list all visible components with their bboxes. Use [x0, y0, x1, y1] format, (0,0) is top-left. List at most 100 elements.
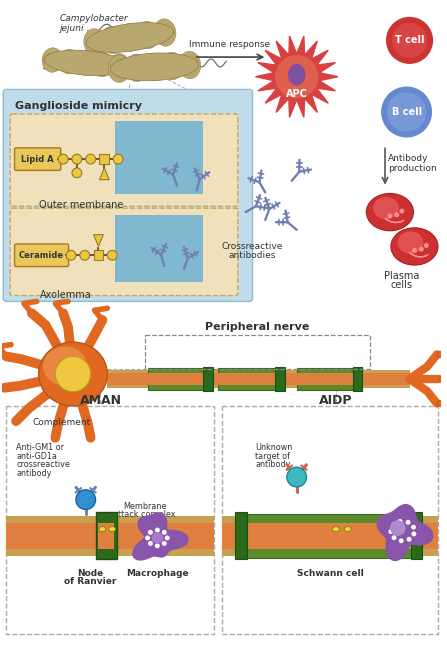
- Bar: [6, 516, 214, 555]
- Circle shape: [148, 541, 153, 546]
- Ellipse shape: [437, 400, 447, 407]
- Ellipse shape: [92, 52, 113, 77]
- Ellipse shape: [42, 48, 63, 72]
- Text: T cell: T cell: [395, 35, 424, 45]
- Bar: [96, 512, 117, 559]
- FancyBboxPatch shape: [15, 148, 61, 170]
- Circle shape: [424, 243, 429, 248]
- Ellipse shape: [143, 53, 165, 81]
- Ellipse shape: [126, 54, 148, 81]
- Circle shape: [72, 168, 82, 178]
- Text: antibody: antibody: [16, 469, 51, 478]
- Bar: [235, 512, 247, 559]
- Polygon shape: [256, 36, 338, 117]
- Text: Plasma: Plasma: [384, 271, 419, 281]
- Text: of Ranvier: of Ranvier: [64, 577, 117, 586]
- Text: antibody: antibody: [256, 461, 291, 470]
- Text: Antibody: Antibody: [388, 154, 429, 163]
- Text: crossreactive: crossreactive: [16, 461, 70, 470]
- Bar: [107, 370, 409, 388]
- Bar: [222, 516, 438, 555]
- Bar: [222, 523, 438, 549]
- Circle shape: [391, 522, 396, 528]
- Text: attack complex: attack complex: [114, 510, 176, 519]
- Circle shape: [162, 541, 167, 546]
- Circle shape: [405, 520, 410, 525]
- Text: Immune response: Immune response: [190, 40, 270, 49]
- Text: cells: cells: [391, 280, 413, 290]
- Text: AMAN: AMAN: [80, 394, 122, 407]
- Circle shape: [152, 532, 163, 544]
- FancyBboxPatch shape: [10, 208, 238, 295]
- Text: Complement: Complement: [32, 418, 90, 427]
- Circle shape: [145, 535, 150, 541]
- Text: Anti-GM1 or: Anti-GM1 or: [16, 442, 64, 451]
- Circle shape: [390, 521, 405, 536]
- Text: anti-GD1a: anti-GD1a: [16, 451, 57, 461]
- Text: Campylobacter: Campylobacter: [59, 14, 128, 23]
- Text: antibodies: antibodies: [229, 252, 276, 261]
- Bar: [275, 367, 285, 391]
- Bar: [297, 373, 354, 385]
- Circle shape: [86, 154, 96, 164]
- Ellipse shape: [344, 526, 351, 531]
- Ellipse shape: [59, 49, 80, 74]
- Ellipse shape: [44, 50, 127, 75]
- Ellipse shape: [108, 55, 130, 83]
- Bar: [148, 373, 206, 385]
- Bar: [98, 523, 114, 549]
- Text: Membrane: Membrane: [123, 502, 166, 511]
- FancyBboxPatch shape: [3, 90, 253, 301]
- Circle shape: [394, 212, 399, 217]
- Text: Outer membrane: Outer membrane: [38, 201, 123, 210]
- Ellipse shape: [110, 53, 198, 81]
- Ellipse shape: [101, 26, 123, 54]
- Text: Peripheral nerve: Peripheral nerve: [205, 322, 310, 332]
- Circle shape: [411, 525, 416, 530]
- Circle shape: [398, 519, 402, 524]
- Circle shape: [165, 535, 169, 541]
- Circle shape: [275, 55, 318, 98]
- Bar: [410, 512, 422, 559]
- Text: jejuni: jejuni: [59, 24, 84, 33]
- Circle shape: [419, 246, 424, 252]
- Circle shape: [392, 23, 427, 58]
- Ellipse shape: [367, 194, 413, 231]
- Ellipse shape: [161, 52, 183, 80]
- Text: Axolemma: Axolemma: [40, 290, 92, 300]
- Ellipse shape: [288, 64, 306, 86]
- Circle shape: [155, 528, 160, 533]
- Circle shape: [66, 250, 76, 260]
- Circle shape: [287, 467, 307, 487]
- Bar: [243, 514, 414, 557]
- Text: Crossreactive: Crossreactive: [222, 241, 283, 250]
- Bar: [148, 368, 206, 390]
- Text: Ceramide: Ceramide: [19, 251, 64, 260]
- Ellipse shape: [109, 526, 116, 531]
- Circle shape: [386, 17, 433, 64]
- Text: B cell: B cell: [392, 107, 422, 117]
- Bar: [218, 368, 277, 390]
- Circle shape: [72, 154, 82, 164]
- Ellipse shape: [373, 197, 399, 219]
- Ellipse shape: [333, 526, 339, 531]
- Circle shape: [107, 250, 117, 260]
- Ellipse shape: [99, 526, 106, 531]
- Bar: [218, 373, 277, 385]
- Circle shape: [113, 154, 123, 164]
- Text: Schwann cell: Schwann cell: [297, 570, 363, 579]
- Text: target of: target of: [256, 451, 291, 461]
- FancyBboxPatch shape: [15, 244, 68, 266]
- FancyBboxPatch shape: [10, 114, 238, 206]
- Text: Lipid A: Lipid A: [21, 155, 54, 164]
- Bar: [115, 121, 203, 194]
- Circle shape: [76, 490, 96, 510]
- Circle shape: [387, 92, 426, 132]
- Bar: [115, 215, 203, 282]
- Polygon shape: [100, 168, 109, 180]
- Polygon shape: [133, 513, 188, 560]
- Ellipse shape: [439, 375, 447, 382]
- Circle shape: [407, 537, 412, 542]
- Circle shape: [155, 543, 160, 548]
- Circle shape: [148, 530, 153, 535]
